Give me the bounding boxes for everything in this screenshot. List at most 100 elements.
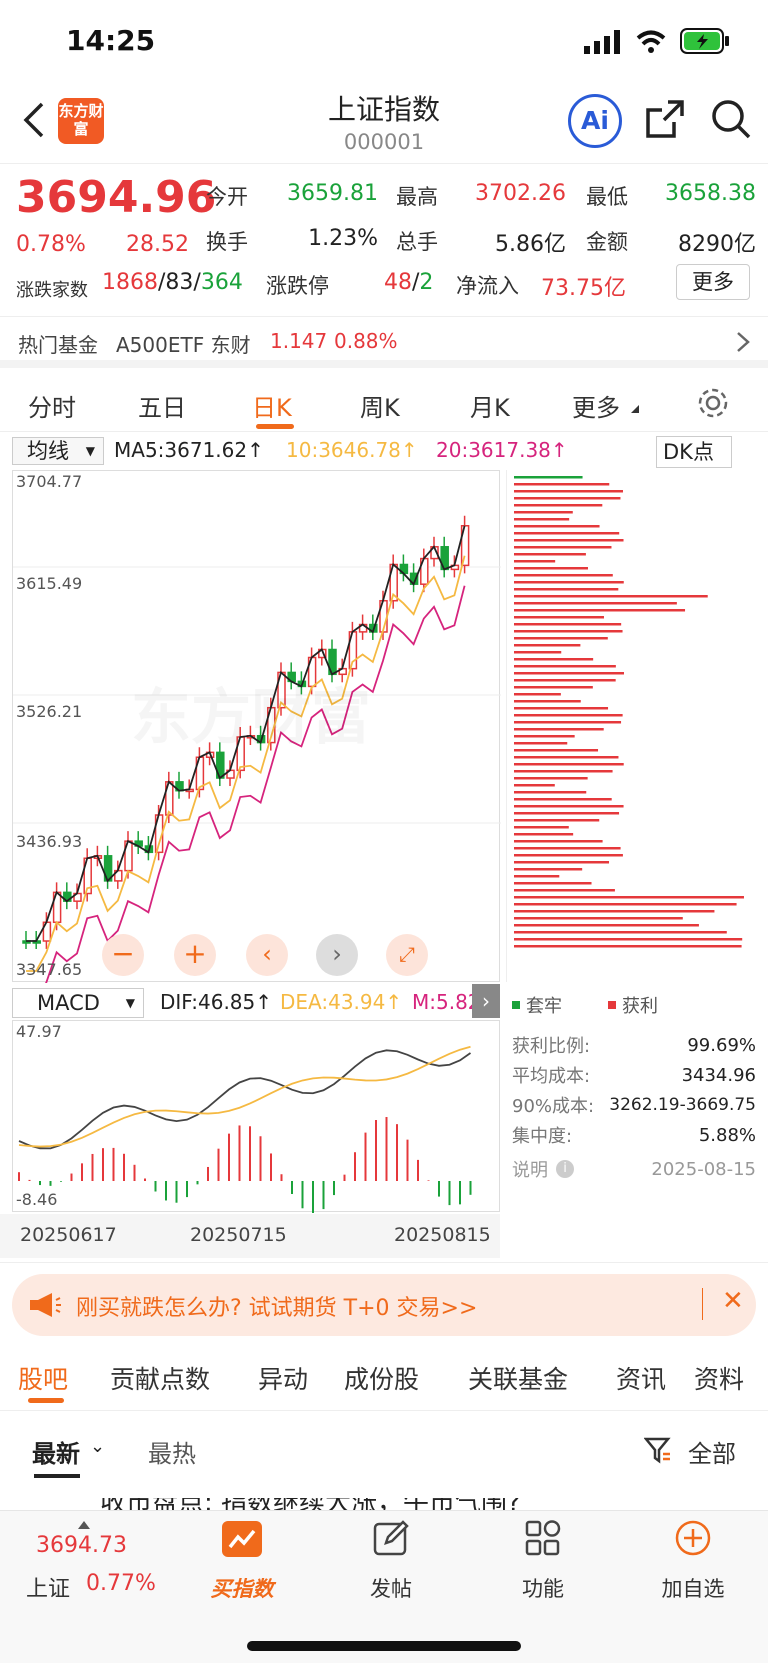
tab-intraday[interactable]: 分时 [28, 394, 76, 422]
chip-bar [514, 658, 594, 661]
nav-index-price[interactable]: 3694.73 [36, 1533, 127, 1558]
close-icon[interactable]: ✕ [722, 1286, 744, 1316]
watermark: 东方财富 [131, 669, 371, 756]
tab-daily-k[interactable]: 日K [252, 394, 292, 422]
share-icon[interactable] [644, 98, 686, 140]
chip-bar [514, 861, 610, 864]
breadth-up: 1868 [102, 270, 158, 295]
chip-bar [514, 791, 587, 794]
tab-news[interactable]: 资讯 [616, 1365, 667, 1394]
chip-bar [514, 518, 570, 521]
filter-all[interactable]: 全部 [688, 1440, 736, 1468]
limit-down: 2 [419, 270, 434, 295]
chip-bar [514, 560, 556, 563]
dk-point-button[interactable]: DK点 [656, 436, 732, 468]
megaphone-icon [30, 1293, 61, 1317]
high-label: 最高 [396, 185, 438, 209]
buy-index-icon[interactable] [222, 1521, 262, 1557]
info-icon[interactable]: i [556, 1160, 574, 1178]
tab-more[interactable]: 更多 [572, 394, 620, 422]
nav-post[interactable]: 发帖 [370, 1577, 412, 1601]
zoom-in-button[interactable]: + [174, 934, 216, 976]
macd-expand-button[interactable]: › [472, 984, 500, 1018]
tab-guba[interactable]: 股吧 [18, 1365, 69, 1394]
tab-constituents[interactable]: 成份股 [344, 1365, 420, 1394]
chip-bar [514, 483, 610, 486]
y-tick-0: 3704.77 [16, 472, 83, 491]
chevron-down-icon[interactable]: ⌄ [90, 1436, 106, 1457]
dk-point-label: DK点 [663, 440, 714, 464]
amount-value: 8290亿 [678, 232, 756, 257]
hot-fund-label: 热门基金 [18, 333, 98, 357]
expand-icon: ⤢ [399, 942, 415, 966]
sort-newest[interactable]: 最新 [32, 1440, 80, 1468]
tab-contribution[interactable]: 贡献点数 [110, 1365, 211, 1394]
zoom-out-button[interactable]: − [102, 934, 144, 976]
ai-button[interactable]: Ai [568, 94, 622, 148]
ma-selector[interactable]: 均线 ▼ [12, 437, 104, 465]
chip-bar [514, 812, 620, 815]
tab-related-funds[interactable]: 关联基金 [468, 1365, 569, 1394]
netflow-value: 73.75亿 [541, 276, 626, 301]
current-price: 3694.96 [16, 172, 217, 223]
chip-bar [514, 889, 615, 892]
tab-anomaly[interactable]: 异动 [258, 1365, 309, 1394]
dif-line [18, 1049, 472, 1150]
chip-bar [514, 826, 569, 829]
chip-bar [514, 714, 623, 717]
chip-bar [514, 938, 743, 941]
fullscreen-button[interactable]: ⤢ [386, 934, 428, 976]
tab-five-day[interactable]: 五日 [138, 394, 186, 422]
chip-stat-label: 90%成本: [512, 1096, 595, 1117]
add-circle-icon[interactable] [674, 1519, 712, 1557]
chip-bar [514, 609, 686, 612]
kline-chart[interactable] [13, 471, 501, 1002]
scroll-right-button[interactable]: › [316, 934, 358, 976]
tab-profile[interactable]: 资料 [694, 1365, 745, 1394]
chip-note-label[interactable]: 说明 [512, 1160, 548, 1181]
back-icon[interactable] [22, 102, 46, 138]
kline-chart-frame: 东方财富 [12, 470, 501, 1002]
chip-bar [514, 721, 622, 724]
tab-monthly-k[interactable]: 月K [470, 394, 510, 422]
gear-icon[interactable] [696, 386, 730, 420]
macd-selector-label: MACD [37, 991, 100, 1015]
grid-icon[interactable] [524, 1519, 562, 1557]
chip-bar [514, 805, 624, 808]
dea-line [18, 1045, 471, 1148]
scroll-left-button[interactable]: ‹ [246, 934, 288, 976]
nav-index-name[interactable]: 上证 [26, 1577, 71, 1602]
sort-hottest[interactable]: 最热 [148, 1440, 196, 1468]
nav-functions[interactable]: 功能 [522, 1577, 564, 1601]
macd-selector[interactable]: MACD ▼ [12, 988, 144, 1018]
hot-fund-pct: 0.88% [334, 329, 398, 353]
breadth-flat: 83 [165, 270, 194, 295]
chip-bar [514, 784, 555, 787]
macd-chart [18, 1045, 472, 1214]
chevron-right-icon: › [332, 940, 342, 968]
tab-weekly-k[interactable]: 周K [360, 394, 400, 422]
chip-bar [514, 854, 623, 857]
search-icon[interactable] [710, 98, 752, 140]
post-peek[interactable]: 收市盘点: 指数继续大涨，牛市气围? [34, 1498, 734, 1510]
chevron-right-icon: › [482, 989, 490, 1013]
more-button[interactable]: 更多 [676, 264, 750, 300]
chip-stat-value: 3262.19-3669.75 [609, 1095, 756, 1115]
filter-icon[interactable] [644, 1436, 672, 1464]
nav-add-watchlist[interactable]: 加自选 [661, 1577, 725, 1601]
hot-fund-bar[interactable]: 热门基金 A500ETF 东财 1.147 0.88% [0, 316, 768, 368]
ma10-line [26, 555, 466, 972]
chip-bar [514, 686, 593, 689]
promo-banner[interactable]: 刚买就跌怎么办? 试试期货 T+0 交易>> ✕ [12, 1274, 756, 1336]
chip-stat-label: 平均成本: [512, 1066, 591, 1087]
edit-icon[interactable] [372, 1519, 410, 1557]
chip-bar [514, 693, 561, 696]
divider [0, 1410, 768, 1411]
nav-buy-index[interactable]: 买指数 [210, 1577, 274, 1601]
chip-bar [514, 917, 683, 920]
nav-index-pct[interactable]: 0.77% [86, 1571, 156, 1596]
legend-swatch-trapped [512, 1001, 520, 1009]
chip-bar [514, 756, 619, 759]
chip-bar [514, 490, 623, 493]
chip-stat-value: 3434.96 [681, 1064, 756, 1086]
